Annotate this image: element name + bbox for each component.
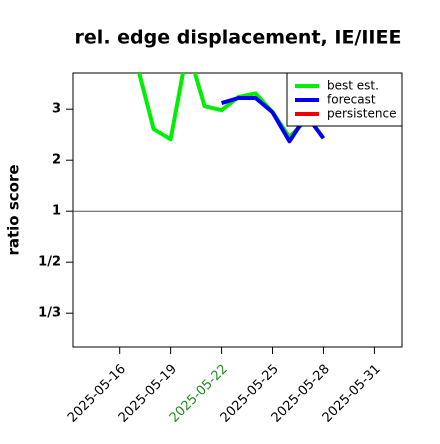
y-axis-label: ratio score bbox=[5, 164, 23, 255]
chart-title: rel. edge displacement, IE/IIEE bbox=[75, 27, 402, 49]
y-tick-label: 1/3 bbox=[38, 306, 61, 321]
legend-label: persistence bbox=[327, 107, 396, 121]
y-tick-label: 1 bbox=[52, 204, 61, 219]
y-tick-label: 3 bbox=[52, 102, 61, 117]
legend-label: forecast bbox=[327, 93, 376, 107]
y-tick-label: 1/2 bbox=[38, 255, 61, 270]
y-tick-label: 2 bbox=[52, 153, 61, 168]
plot-frame bbox=[72, 72, 403, 348]
legend-label: best est. bbox=[327, 79, 379, 93]
